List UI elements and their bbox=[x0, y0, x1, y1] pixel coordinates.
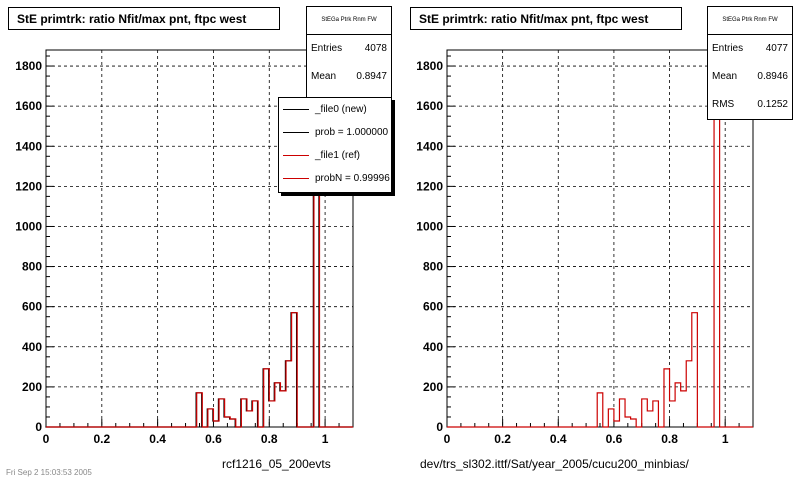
stats-entries-row: Entries 4078 bbox=[307, 35, 391, 63]
histogram-series-2 bbox=[46, 69, 353, 428]
y-tick-label: 1400 bbox=[416, 139, 443, 153]
stats-name: StEGa Ptrk Rnm FW bbox=[307, 7, 391, 35]
y-tick-label: 200 bbox=[423, 380, 443, 394]
y-tick-label: 0 bbox=[436, 420, 443, 434]
x-tick-label: 1 bbox=[322, 432, 329, 446]
y-tick-label: 600 bbox=[423, 300, 443, 314]
stats-entries-row: Entries 4077 bbox=[708, 35, 792, 63]
stats-name: StEGa Ptrk Rnm FW bbox=[708, 7, 792, 35]
x-tick-label: 1 bbox=[722, 432, 729, 446]
plot-frame bbox=[446, 49, 754, 428]
y-tick-label: 1600 bbox=[416, 99, 443, 113]
stats-mean-row: Mean 0.8947 bbox=[307, 63, 391, 91]
y-tick-label: 400 bbox=[22, 340, 42, 354]
stats-entries-value: 4077 bbox=[765, 43, 788, 54]
stats-entries-label: Entries bbox=[712, 43, 744, 54]
y-tick-label: 1400 bbox=[15, 139, 42, 153]
y-tick-label: 800 bbox=[423, 260, 443, 274]
legend-label: _file0 (new) bbox=[315, 104, 367, 115]
x-tick-label: 0.6 bbox=[606, 432, 623, 446]
y-tick-label: 400 bbox=[423, 340, 443, 354]
y-tick-label: 600 bbox=[22, 300, 42, 314]
stats-rms-label: RMS bbox=[712, 99, 735, 110]
legend-entry: _file1 (ref) bbox=[279, 144, 391, 167]
stats-entries-label: Entries bbox=[311, 43, 343, 54]
chart-title-right: StE primtrk: ratio Nfit/max pnt, ftpc we… bbox=[410, 7, 682, 30]
x-tick-label: 0.2 bbox=[93, 432, 110, 446]
legend-line-ref bbox=[283, 155, 309, 156]
legend-label: prob = 1.000000 bbox=[315, 127, 389, 138]
chart-title-left: StE primtrk: ratio Nfit/max pnt, ftpc we… bbox=[8, 7, 280, 30]
stats-entries-value: 4078 bbox=[364, 43, 387, 54]
x-tick-label: 0.4 bbox=[550, 432, 567, 446]
x-tick-label: 0.8 bbox=[661, 432, 678, 446]
stats-rms-row: RMS 0.1252 bbox=[708, 91, 792, 119]
x-tick-label: 0.6 bbox=[205, 432, 222, 446]
stats-mean-value: 0.8947 bbox=[356, 71, 387, 82]
x-tick-label: 0 bbox=[43, 432, 50, 446]
legend-box: _file0 (new) prob = 1.000000 _file1 (ref… bbox=[278, 97, 392, 193]
y-tick-label: 1600 bbox=[15, 99, 42, 113]
legend-line-probn bbox=[283, 178, 309, 179]
y-tick-label: 800 bbox=[22, 260, 42, 274]
y-tick-label: 1200 bbox=[15, 179, 42, 193]
x-axis-label-right: dev/trs_sl302.ittf/Sat/year_2005/cucu200… bbox=[420, 457, 689, 471]
legend-line-prob bbox=[283, 132, 309, 133]
stats-mean-value: 0.8946 bbox=[757, 71, 788, 82]
y-tick-label: 0 bbox=[35, 420, 42, 434]
legend-entry: probN = 0.99996 bbox=[279, 167, 391, 190]
y-tick-label: 1000 bbox=[15, 219, 42, 233]
stats-box-right: StEGa Ptrk Rnm FW Entries 4077 Mean 0.89… bbox=[707, 6, 793, 120]
stats-mean-label: Mean bbox=[712, 71, 738, 82]
legend-entry: prob = 1.000000 bbox=[279, 121, 391, 144]
legend-label: _file1 (ref) bbox=[315, 150, 361, 161]
x-tick-label: 0.8 bbox=[261, 432, 278, 446]
y-tick-label: 1000 bbox=[416, 219, 443, 233]
histogram-right: 0 0.2 0.4 0.6 0.8 1 0 200 400 600 800 1000 1200 1400 1… bbox=[416, 49, 754, 446]
stats-mean-row: Mean 0.8946 bbox=[708, 63, 792, 91]
histogram-series-1 bbox=[447, 69, 753, 428]
timestamp-footer: Fri Sep 2 15:03:53 2005 bbox=[6, 468, 92, 477]
y-tick-label: 200 bbox=[22, 380, 42, 394]
legend-line-new bbox=[283, 109, 309, 110]
x-tick-label: 0.2 bbox=[494, 432, 511, 446]
x-axis-label-left: rcf1216_05_200evts bbox=[222, 457, 331, 471]
y-tick-label: 1800 bbox=[416, 59, 443, 73]
y-tick-label: 1800 bbox=[15, 59, 42, 73]
y-tick-label: 1200 bbox=[416, 179, 443, 193]
legend-entry: _file0 (new) bbox=[279, 98, 391, 121]
x-tick-label: 0.4 bbox=[149, 432, 166, 446]
legend-label: probN = 0.99996 bbox=[315, 173, 390, 184]
stats-mean-label: Mean bbox=[311, 71, 337, 82]
x-tick-label: 0 bbox=[444, 432, 451, 446]
stats-rms-value: 0.1252 bbox=[757, 99, 788, 110]
